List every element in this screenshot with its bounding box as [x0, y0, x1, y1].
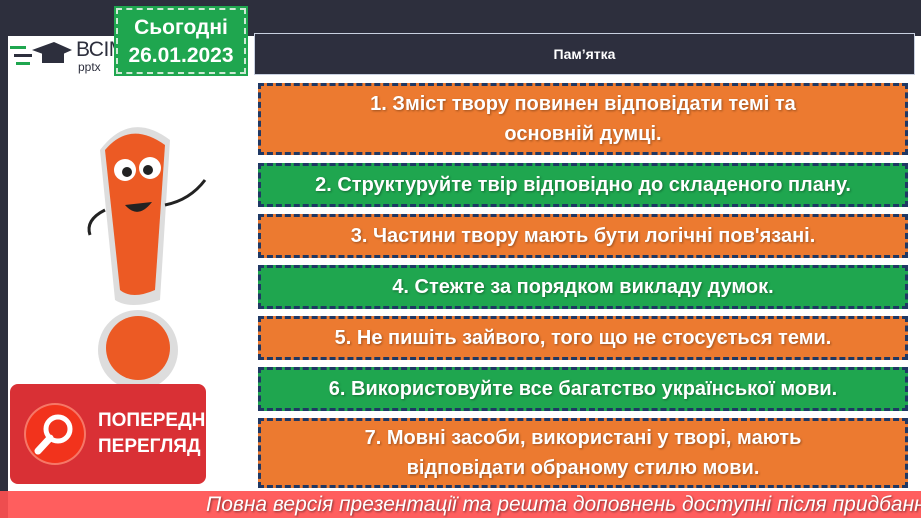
logo-sub: pptx: [78, 60, 101, 74]
graduation-cap-icon: [10, 42, 72, 65]
date-badge: Сьогодні 26.01.2023: [114, 6, 248, 76]
date-value: 26.01.2023: [128, 44, 234, 67]
logo: ВСІМ pptx: [10, 36, 126, 76]
magnifier-icon: [24, 403, 86, 465]
purchase-notice: Повна версія презентації та решта доповн…: [206, 493, 921, 516]
preview-badge[interactable]: ПОПЕРЕДНІЙ ПЕРЕГЛЯД: [10, 384, 225, 484]
list-item: 4. Стежте за порядком викладу думок.: [258, 265, 908, 309]
date-label: Сьогодні: [134, 16, 228, 39]
list-item: 2. Структуруйте твір відповідно до склад…: [258, 163, 908, 207]
list-item: 3. Частини твору мають бути логічні пов'…: [258, 214, 908, 258]
list-item: 5. Не пишіть зайвого, того що не стосуєт…: [258, 316, 908, 360]
page-title: Пам’ятка: [254, 33, 915, 75]
exclamation-mascot-icon: [87, 127, 207, 390]
list-item: 1. Зміст твору повинен відповідати темі …: [258, 83, 908, 155]
list-item: 7. Мовні засоби, використані у творі, ма…: [258, 418, 908, 488]
preview-overlay-band: [0, 491, 921, 518]
preview-label: ПОПЕРЕДНІЙ ПЕРЕГЛЯД: [98, 410, 225, 457]
logo-brand: ВСІМ: [76, 38, 126, 61]
list-item: 6. Використовуйте все багатство українсь…: [258, 367, 908, 411]
